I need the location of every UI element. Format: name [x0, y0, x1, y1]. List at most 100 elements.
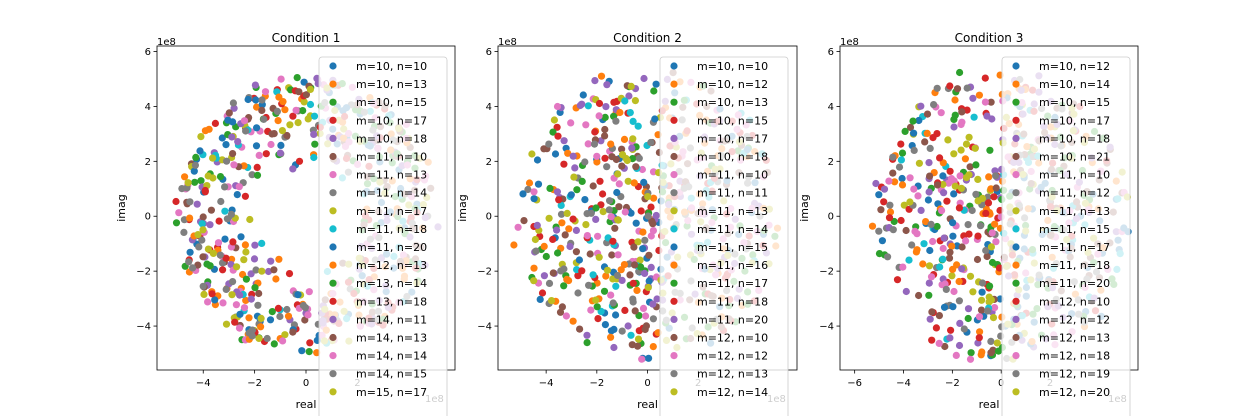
data-point — [627, 331, 635, 339]
data-point — [927, 220, 935, 228]
data-point — [591, 77, 599, 85]
data-point — [983, 252, 991, 261]
data-point — [275, 93, 283, 101]
data-point — [644, 212, 652, 220]
data-point — [958, 118, 966, 126]
data-point — [530, 195, 538, 203]
data-point — [649, 343, 657, 351]
data-point — [601, 125, 609, 134]
data-point — [884, 253, 892, 261]
data-point — [563, 275, 571, 283]
data-point — [553, 123, 561, 131]
data-point — [645, 251, 653, 259]
data-point — [629, 295, 637, 303]
data-point — [216, 173, 225, 181]
data-point — [947, 326, 955, 334]
data-point — [964, 314, 972, 323]
data-point — [574, 272, 582, 280]
data-point — [978, 296, 986, 304]
data-point — [630, 179, 638, 187]
data-point — [906, 174, 914, 182]
data-point — [233, 191, 241, 199]
data-point — [949, 219, 957, 227]
data-point — [910, 129, 918, 137]
data-point — [634, 335, 643, 343]
data-point — [566, 242, 574, 251]
data-point — [633, 286, 641, 294]
legend-label: m=12, n=20 — [1039, 386, 1110, 399]
data-point — [209, 154, 217, 162]
data-point — [974, 232, 982, 240]
data-point — [623, 156, 631, 165]
data-point — [620, 135, 629, 143]
legend-label: m=12, n=10 — [697, 332, 768, 345]
data-point — [652, 211, 660, 220]
legend-label: m=10, n=18 — [1039, 132, 1110, 145]
data-point — [536, 295, 544, 303]
legend: m=10, n=10 m=10, n=13 m=10, n=15 m=10, n=17… — [318, 56, 448, 420]
legend-label: m=10, n=15 — [356, 96, 427, 109]
data-point — [614, 251, 622, 259]
data-point — [547, 297, 556, 305]
data-point — [915, 291, 923, 300]
data-point — [232, 301, 240, 309]
data-point — [246, 215, 254, 224]
legend-marker — [1012, 333, 1020, 342]
data-point — [222, 285, 230, 293]
data-point — [929, 237, 937, 246]
data-point — [294, 291, 302, 299]
data-point — [590, 140, 599, 148]
legend-marker — [329, 279, 337, 287]
data-point — [581, 196, 589, 204]
data-point — [957, 184, 966, 192]
data-point — [251, 241, 259, 249]
data-point — [925, 159, 933, 167]
data-point — [924, 196, 933, 204]
data-point — [649, 227, 658, 235]
data-point — [962, 140, 971, 148]
legend-marker — [1012, 388, 1020, 396]
data-point — [172, 197, 180, 206]
data-point — [639, 304, 648, 312]
data-point — [304, 115, 312, 123]
y-tick-label: 4 — [828, 102, 834, 113]
data-point — [190, 167, 198, 175]
data-point — [197, 177, 205, 185]
data-point — [898, 149, 907, 157]
legend-marker — [1012, 297, 1020, 305]
y-axis-label: imag — [115, 194, 128, 222]
data-point — [569, 317, 577, 325]
y-offset-label: 1e8 — [498, 37, 517, 48]
data-point — [647, 203, 655, 211]
data-point — [217, 197, 225, 206]
data-point — [227, 261, 235, 269]
legend-marker — [670, 297, 678, 305]
y-tick-label: −2 — [477, 267, 492, 278]
x-axis-label: real — [296, 398, 317, 411]
data-point — [253, 163, 261, 171]
legend-box — [659, 56, 789, 420]
data-point — [222, 254, 230, 262]
data-point — [952, 351, 960, 359]
data-point — [247, 295, 255, 303]
data-point — [627, 82, 635, 90]
data-point — [195, 243, 203, 251]
data-point — [621, 97, 629, 105]
data-point — [650, 194, 658, 202]
data-point — [221, 183, 229, 191]
x-tick-label: −4 — [896, 378, 911, 389]
data-point — [184, 179, 192, 187]
data-point — [304, 311, 312, 319]
data-point — [305, 348, 313, 356]
data-point — [223, 157, 231, 165]
data-point — [653, 295, 661, 303]
data-point — [640, 74, 648, 83]
data-point — [946, 248, 954, 256]
data-point — [647, 232, 655, 240]
data-point — [267, 257, 275, 265]
data-point — [555, 196, 563, 204]
data-point — [635, 327, 643, 335]
data-point — [632, 163, 640, 171]
data-point — [592, 204, 600, 212]
data-point — [644, 283, 652, 292]
